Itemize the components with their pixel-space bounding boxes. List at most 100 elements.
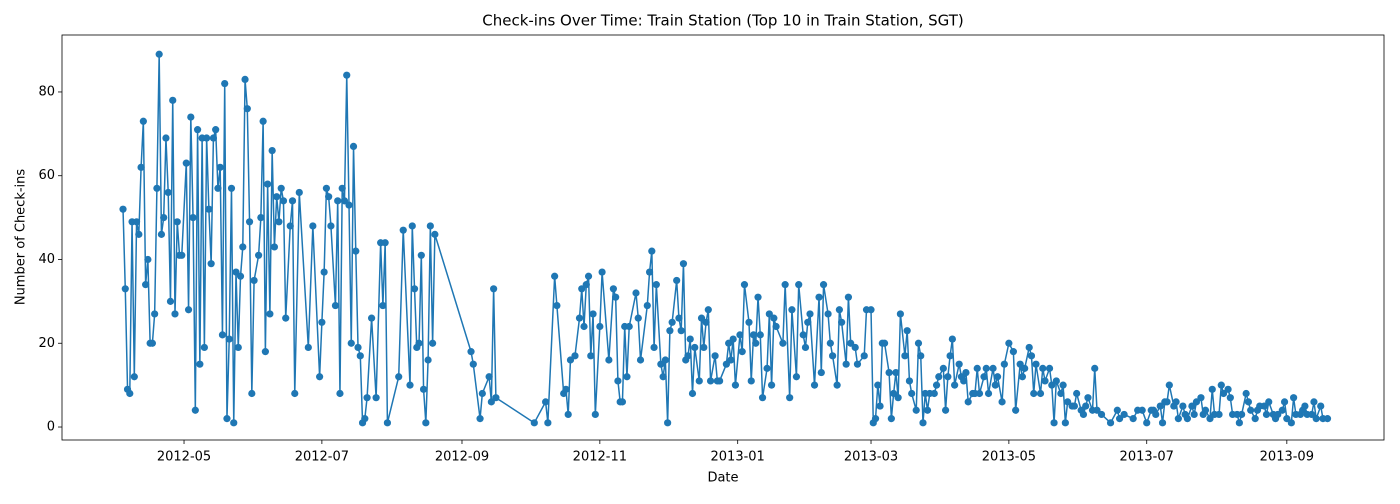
data-point	[1280, 398, 1289, 406]
data-point	[896, 310, 904, 318]
data-point	[209, 134, 218, 142]
data-point	[1039, 364, 1047, 372]
data-point	[1308, 410, 1316, 419]
data-point	[205, 205, 213, 213]
data-point	[695, 377, 703, 385]
data-point	[876, 402, 884, 410]
data-point	[1036, 389, 1045, 398]
data-point	[268, 146, 276, 155]
data-point	[184, 306, 193, 314]
data-point	[417, 251, 425, 259]
data-point	[645, 268, 654, 276]
data-point	[661, 356, 669, 364]
data-point	[752, 339, 760, 347]
data-point	[944, 373, 952, 381]
data-point	[227, 184, 236, 192]
data-point	[747, 377, 755, 385]
data-point	[487, 398, 495, 406]
data-point	[419, 385, 428, 393]
data-point	[727, 356, 735, 364]
data-point	[320, 268, 328, 276]
data-point	[239, 243, 247, 251]
data-point	[964, 398, 972, 406]
data-point	[356, 352, 364, 360]
data-point	[325, 193, 333, 201]
data-point	[1050, 419, 1058, 427]
data-point	[347, 339, 355, 347]
data-point	[643, 301, 651, 310]
data-point	[1165, 381, 1173, 389]
data-point	[130, 373, 138, 381]
data-point	[250, 276, 258, 285]
data-point	[1048, 381, 1056, 389]
data-point	[765, 310, 773, 318]
data-point	[847, 339, 855, 347]
data-point	[614, 377, 622, 385]
data-point	[334, 197, 342, 205]
data-point	[731, 381, 740, 389]
data-point	[270, 243, 279, 251]
data-point	[984, 389, 993, 398]
data-point	[648, 247, 656, 255]
data-point	[1156, 402, 1164, 410]
data-point	[612, 293, 620, 301]
x-tick-label: 2013-07	[1120, 450, 1174, 465]
data-point	[544, 419, 552, 427]
y-tick-label: 0	[47, 420, 55, 435]
data-point	[367, 314, 376, 322]
data-point	[196, 360, 204, 368]
data-point	[684, 352, 692, 360]
data-point	[349, 142, 358, 151]
data-point	[1190, 410, 1198, 419]
data-point	[722, 360, 730, 368]
data-point	[892, 368, 900, 377]
data-point	[214, 184, 222, 192]
data-point	[1310, 398, 1318, 406]
data-point	[571, 352, 579, 360]
data-point	[316, 373, 324, 381]
data-point	[1226, 394, 1234, 402]
data-point	[212, 126, 220, 134]
data-point	[331, 301, 340, 310]
data-point	[383, 419, 392, 427]
data-point	[1260, 402, 1268, 410]
data-point	[395, 373, 403, 381]
data-point	[1052, 377, 1060, 385]
data-point	[826, 339, 834, 347]
data-point	[266, 310, 274, 318]
data-point	[291, 389, 299, 398]
data-point	[426, 222, 434, 230]
data-point	[623, 373, 631, 381]
data-point	[702, 318, 710, 326]
data-point	[1274, 410, 1282, 419]
data-point	[1016, 360, 1024, 368]
data-point	[327, 222, 335, 230]
x-tick-label: 2012-11	[573, 450, 627, 465]
data-point	[1061, 419, 1069, 427]
data-point	[736, 331, 744, 339]
data-point	[553, 301, 561, 310]
data-point	[880, 339, 889, 347]
data-point	[867, 306, 875, 314]
data-point	[257, 214, 265, 222]
data-point	[980, 373, 988, 381]
data-point	[905, 377, 914, 385]
data-point	[632, 289, 640, 297]
data-point	[691, 343, 699, 352]
data-point	[894, 394, 902, 402]
data-point	[1057, 389, 1065, 398]
data-point	[951, 381, 959, 389]
data-point	[255, 251, 263, 259]
data-point	[973, 364, 981, 372]
data-point	[887, 415, 895, 423]
data-point	[1235, 419, 1243, 427]
data-point	[575, 314, 584, 322]
data-point	[668, 318, 676, 326]
data-point	[1163, 398, 1171, 406]
data-point	[121, 285, 129, 293]
data-point	[874, 381, 882, 389]
data-point	[584, 272, 593, 280]
data-point	[236, 272, 245, 280]
data-point	[1317, 402, 1325, 410]
data-point	[139, 117, 147, 125]
